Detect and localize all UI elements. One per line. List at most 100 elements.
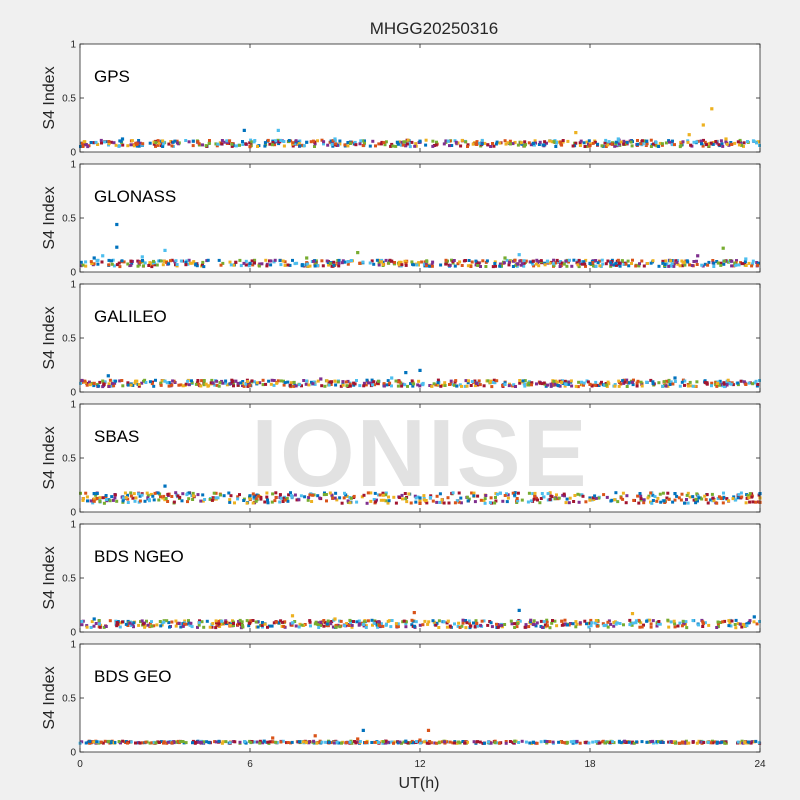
- data-point: [578, 141, 582, 145]
- data-point: [128, 621, 132, 625]
- data-point: [751, 382, 755, 386]
- data-point: [196, 140, 200, 144]
- y-axis-label: S4 Index: [41, 66, 58, 129]
- data-point: [629, 140, 633, 144]
- data-point: [697, 739, 701, 743]
- data-point: [349, 496, 353, 500]
- data-point: [411, 384, 415, 388]
- data-point: [664, 384, 668, 388]
- data-point: [640, 139, 644, 143]
- data-point: [431, 139, 435, 143]
- data-point: [606, 740, 610, 744]
- data-point: [358, 740, 362, 743]
- data-point: [85, 625, 89, 629]
- data-point: [382, 740, 385, 744]
- data-point: [473, 625, 477, 629]
- data-point: [719, 139, 723, 143]
- data-point: [630, 262, 633, 265]
- data-point: [311, 139, 315, 143]
- data-point: [595, 741, 599, 745]
- data-point: [608, 142, 612, 146]
- data-point: [564, 382, 568, 386]
- data-point: [281, 620, 284, 624]
- data-point: [280, 624, 284, 628]
- data-point: [548, 740, 552, 744]
- data-point: [403, 492, 407, 495]
- data-point: [81, 145, 85, 148]
- data-point: [210, 498, 214, 502]
- data-point: [241, 140, 244, 143]
- data-point: [661, 384, 665, 388]
- data-point: [394, 379, 398, 383]
- data-point: [221, 261, 225, 265]
- data-point: [632, 498, 636, 502]
- data-point: [567, 380, 571, 384]
- data-point: [670, 143, 674, 147]
- data-point: [463, 741, 467, 745]
- data-point: [757, 140, 761, 144]
- data-point: [338, 619, 342, 623]
- data-point: [518, 619, 522, 623]
- data-point: [259, 623, 263, 627]
- data-point: [307, 496, 311, 499]
- data-point: [493, 501, 497, 505]
- data-point: [129, 491, 133, 495]
- data-point: [90, 620, 94, 624]
- data-point: [722, 385, 726, 389]
- data-point: [327, 383, 331, 387]
- data-point: [267, 379, 271, 383]
- data-point: [214, 496, 218, 500]
- data-point: [306, 264, 310, 268]
- data-point: [501, 499, 505, 503]
- data-point: [218, 381, 222, 385]
- data-point: [483, 497, 487, 501]
- data-point: [159, 740, 163, 744]
- data-point: [113, 496, 117, 500]
- data-point: [92, 624, 96, 628]
- data-point: [242, 499, 246, 502]
- data-point: [716, 261, 720, 265]
- data-point: [632, 378, 635, 382]
- data-point: [539, 497, 543, 500]
- data-point: [407, 492, 411, 496]
- data-point: [174, 491, 178, 495]
- data-point: [592, 264, 595, 268]
- data-point: [152, 259, 155, 263]
- data-point: [522, 144, 526, 148]
- data-point: [570, 264, 574, 268]
- data-point: [126, 497, 130, 501]
- y-axis-label: S4 Index: [41, 426, 58, 489]
- data-point: [224, 740, 228, 744]
- data-point: [657, 145, 661, 148]
- data-point: [153, 491, 157, 495]
- data-point: [663, 384, 666, 387]
- data-point: [406, 741, 410, 745]
- data-point: [333, 137, 337, 141]
- data-point: [214, 491, 218, 495]
- data-point: [324, 493, 328, 496]
- data-point: [418, 368, 422, 372]
- data-point: [241, 625, 245, 629]
- data-point: [533, 139, 537, 143]
- plot-area: [80, 524, 760, 632]
- data-point: [536, 498, 539, 502]
- data-point: [580, 260, 584, 264]
- y-tick-label: 0: [70, 388, 76, 399]
- data-point: [654, 141, 658, 144]
- data-point: [436, 378, 440, 382]
- data-point: [607, 140, 611, 144]
- data-point: [460, 384, 463, 388]
- data-point: [259, 496, 263, 499]
- data-point: [574, 141, 578, 145]
- data-point: [418, 738, 422, 742]
- data-point: [109, 741, 113, 745]
- y-tick-label: 0.5: [62, 334, 76, 345]
- data-point: [202, 379, 206, 382]
- data-point: [433, 741, 437, 745]
- data-point: [473, 384, 477, 388]
- data-point: [466, 740, 469, 744]
- data-point: [360, 495, 364, 499]
- data-point: [394, 144, 398, 148]
- data-point: [740, 262, 744, 266]
- data-point: [491, 381, 495, 384]
